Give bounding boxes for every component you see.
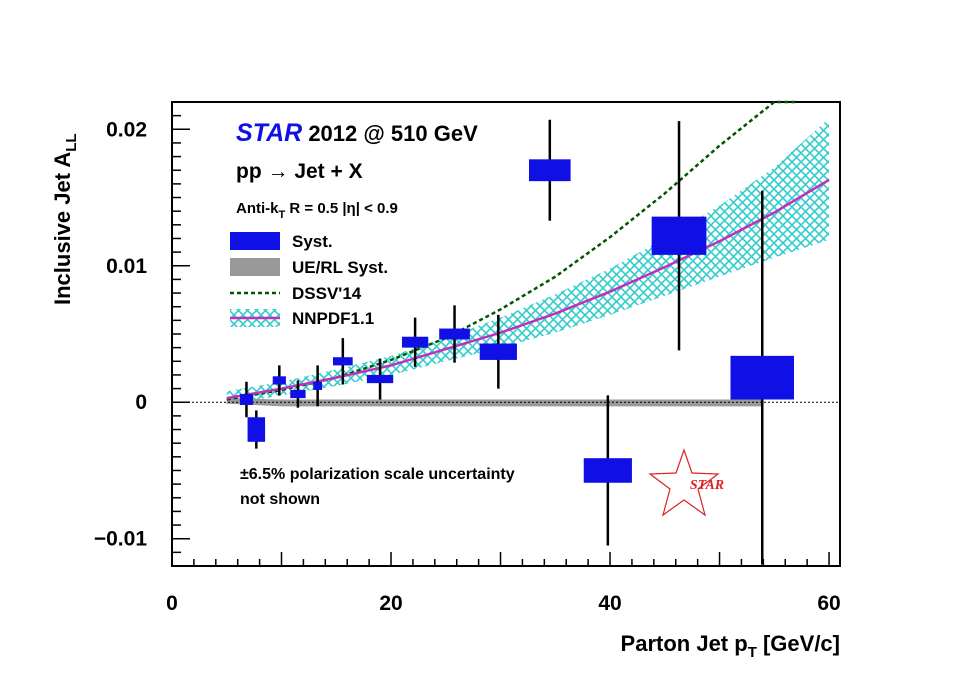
legend: Syst. UE/RL Syst. DSSV'14 NNPDF1.1 (230, 232, 388, 328)
data-syst-box (332, 357, 353, 366)
x-tick-label: 0 (166, 592, 178, 615)
process-label: pp → Jet + X (236, 160, 363, 183)
axes-layer: 0 20 40 60 −0.01 0 0.01 0.02 (94, 101, 841, 615)
star-brand-text: STAR (236, 119, 302, 147)
data-syst-box (247, 417, 266, 442)
data-syst-box (583, 458, 632, 483)
x-tick-label: 40 (598, 592, 621, 615)
data-syst-box (730, 355, 795, 400)
x-tick-label: 20 (379, 592, 402, 615)
legend-swatch-ue-syst (230, 258, 280, 276)
data-syst-box (479, 343, 517, 360)
legend-label-nnpdf: NNPDF1.1 (292, 309, 374, 328)
data-syst-box (272, 376, 286, 385)
legend-swatch-syst (230, 232, 280, 250)
experiment-label: STAR 2012 @ 510 GeV (236, 119, 478, 147)
nnpdf-curve (226, 178, 830, 400)
legend-label-ue-syst: UE/RL Syst. (292, 258, 388, 277)
dssv-curve (226, 100, 797, 401)
y-tick-label: 0.01 (106, 255, 147, 278)
y-axis-label: Inclusive Jet ALL (50, 133, 80, 305)
plot-content (172, 100, 840, 565)
y-tick-label: 0 (135, 391, 147, 414)
data-syst-box (439, 328, 470, 340)
run-label: 2012 @ 510 GeV (302, 121, 478, 146)
data-syst-box (366, 374, 394, 384)
data-syst-box (528, 159, 571, 182)
cuts-label: Anti-kT R = 0.5 |η| < 0.9 (236, 200, 398, 221)
star-logo-text: STAR (690, 478, 724, 493)
y-tick-label: −0.01 (94, 528, 147, 551)
data-syst-box (290, 389, 306, 399)
polarization-note-line2: not shown (240, 491, 320, 508)
y-tick-label: 0.02 (106, 118, 147, 141)
x-tick-label: 60 (817, 592, 840, 615)
ue-rl-syst-band (226, 398, 764, 407)
legend-label-dssv: DSSV'14 (292, 284, 362, 303)
nnpdf-uncertainty-band (226, 118, 830, 405)
x-axis-label: Parton Jet pT [GeV/c] (621, 631, 840, 661)
star-logo-shape (648, 448, 720, 517)
polarization-note-line1: ±6.5% polarization scale uncertainty (240, 466, 515, 483)
legend-label-syst: Syst. (292, 232, 333, 251)
data-syst-box (401, 336, 429, 348)
data-syst-box (239, 394, 254, 405)
star-logo: STAR (648, 448, 724, 517)
data-syst-box (651, 216, 707, 255)
data-syst-box (313, 381, 323, 390)
